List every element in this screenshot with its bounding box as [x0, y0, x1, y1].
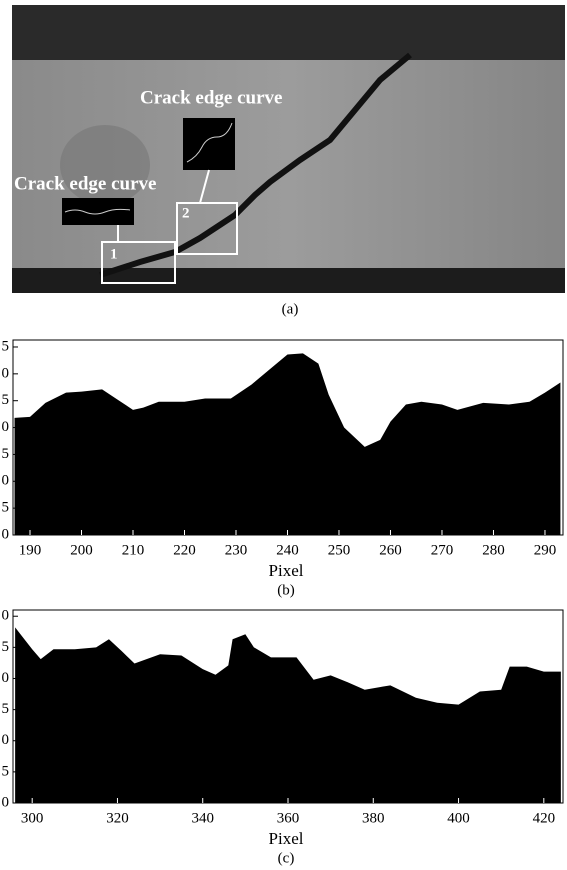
y-tick-label: 5	[2, 338, 10, 354]
photo: 1 2 Crack edge curve Crack edge curve (a…	[12, 5, 565, 317]
x-tick-label: 420	[533, 810, 556, 826]
x-axis-label: Pixel	[269, 561, 304, 580]
annotation: Crack edge curve	[140, 87, 282, 108]
photo-bottom	[12, 268, 565, 293]
y-tick-label: 5	[2, 446, 10, 462]
y-tick-label: 0	[2, 473, 10, 489]
y-tick-label: 0	[2, 526, 10, 542]
x-tick-label: 290	[534, 542, 557, 558]
x-tick-label: 300	[21, 810, 44, 826]
x-tick-label: 220	[173, 542, 196, 558]
y-tick-label: 5	[2, 392, 10, 408]
inset	[62, 198, 134, 225]
y-tick-label: 0	[2, 365, 10, 381]
x-tick-label: 250	[328, 542, 351, 558]
x-tick-label: 260	[379, 542, 402, 558]
x-tick-label: 360	[277, 810, 300, 826]
x-axis-label: Pixel	[269, 829, 304, 848]
figure: 1 2 Crack edge curve Crack edge curve (a…	[0, 0, 567, 870]
y-tick-label: 5	[2, 701, 10, 717]
y-tick-label: 5	[2, 639, 10, 655]
x-tick-label: 270	[431, 542, 454, 558]
caption: (b)	[277, 582, 295, 598]
annotation: Crack edge curve	[14, 173, 156, 194]
x-tick-label: 400	[447, 810, 470, 826]
y-tick-label: 5	[2, 500, 10, 516]
x-tick-label: 230	[225, 542, 248, 558]
y-tick-label: 0	[2, 670, 10, 686]
caption: (a)	[282, 301, 299, 317]
y-tick-label: 5	[2, 763, 10, 779]
x-tick-label: 210	[122, 542, 145, 558]
x-tick-label: 200	[70, 542, 93, 558]
x-tick-label: 320	[106, 810, 129, 826]
x-tick-label: 380	[362, 810, 385, 826]
box-label: 1	[110, 246, 118, 262]
inset	[183, 118, 235, 170]
y-tick-label: 0	[2, 794, 10, 810]
y-tick-label: 0	[2, 732, 10, 748]
y-tick-label: 0	[2, 608, 10, 624]
photo-top	[12, 5, 565, 60]
x-tick-label: 340	[191, 810, 214, 826]
caption: (c)	[278, 850, 295, 866]
box-label: 2	[182, 205, 190, 221]
y-tick-label: 0	[2, 419, 10, 435]
x-tick-label: 190	[19, 542, 42, 558]
x-tick-label: 280	[482, 542, 505, 558]
x-tick-label: 240	[276, 542, 299, 558]
